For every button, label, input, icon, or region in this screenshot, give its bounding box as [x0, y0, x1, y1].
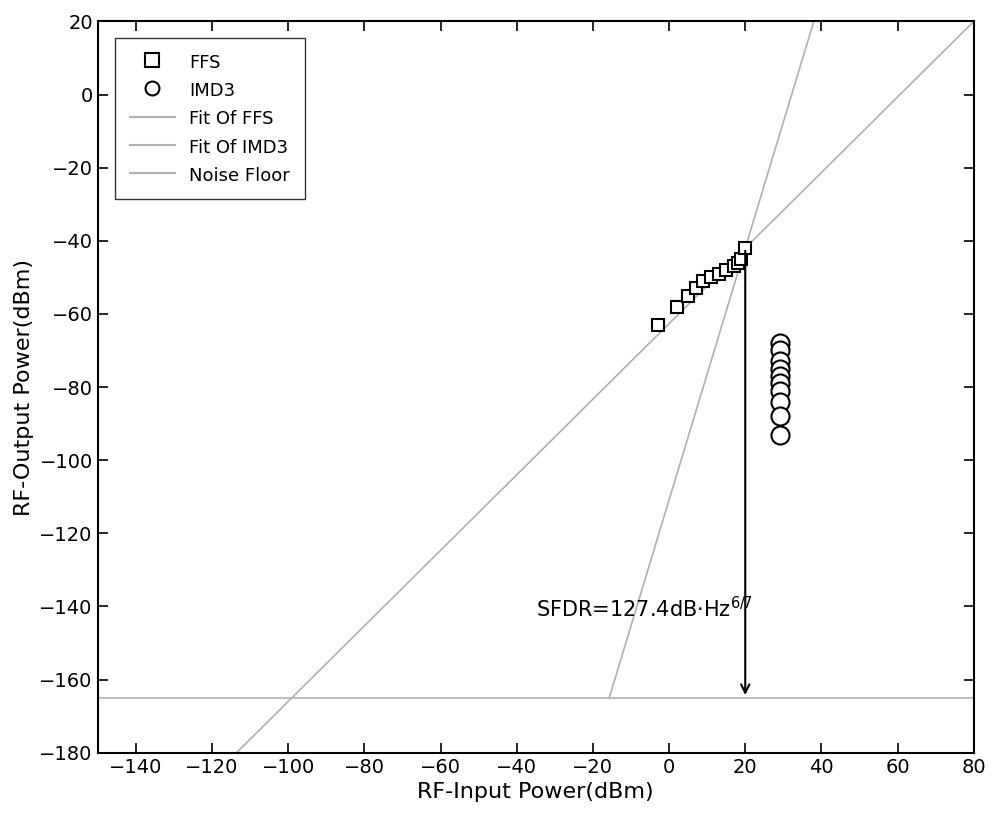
Y-axis label: RF-Output Power(dBm): RF-Output Power(dBm) [14, 259, 34, 516]
Legend: FFS, IMD3, Fit Of FFS, Fit Of IMD3, Noise Floor: FFS, IMD3, Fit Of FFS, Fit Of IMD3, Nois… [115, 38, 305, 199]
Noise Floor [663, 693, 675, 703]
Noise Floor [667, 693, 679, 703]
Text: SFDR=127.4dB$\cdot$Hz$^{6/7}$: SFDR=127.4dB$\cdot$Hz$^{6/7}$ [536, 596, 752, 622]
X-axis label: RF-Input Power(dBm): RF-Input Power(dBm) [417, 782, 654, 802]
